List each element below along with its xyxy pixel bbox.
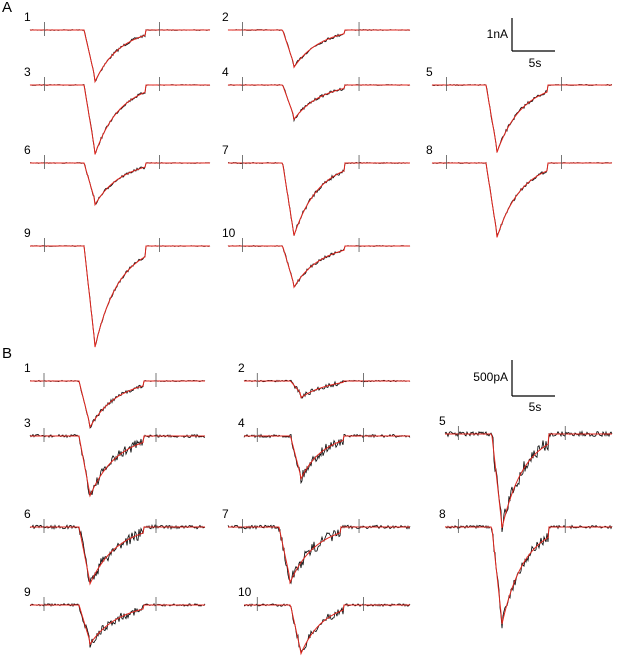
trace-number: 10	[238, 585, 252, 599]
scale-bar	[511, 18, 555, 397]
trace	[29, 379, 206, 429]
trace	[29, 84, 211, 154]
panel-label: B	[2, 345, 12, 362]
fit	[228, 526, 410, 585]
trace	[243, 379, 411, 399]
trace	[444, 430, 613, 533]
trace	[29, 162, 211, 205]
trace	[431, 161, 613, 237]
trace-number: 7	[222, 507, 229, 521]
trace-number: 4	[222, 65, 229, 79]
scale-amplitude: 1nA	[487, 27, 508, 41]
trace	[227, 84, 411, 123]
trace-number: 9	[24, 585, 31, 599]
fit	[30, 435, 205, 498]
trace	[29, 29, 211, 83]
trace	[227, 161, 410, 236]
fit	[228, 29, 410, 69]
fit	[30, 526, 205, 586]
fit	[244, 435, 410, 481]
trace-number: 5	[426, 65, 433, 79]
trace	[227, 29, 411, 67]
trace-number: 2	[238, 361, 245, 375]
fit	[30, 29, 210, 84]
fit	[244, 380, 410, 399]
fit	[432, 84, 612, 153]
trace-number: 1	[24, 361, 31, 375]
fit	[432, 162, 612, 238]
trace	[29, 602, 206, 648]
scale-time: 5s	[529, 56, 542, 70]
fit	[228, 84, 410, 121]
trace	[29, 433, 206, 497]
fit	[445, 433, 612, 529]
panel-label: A	[2, 0, 12, 16]
trace-number: 1	[24, 10, 31, 24]
trace-number: 6	[24, 143, 31, 157]
trace	[227, 245, 411, 287]
trace	[29, 523, 206, 583]
trace-number: 8	[439, 507, 446, 521]
trace	[29, 245, 211, 348]
trace-number: 8	[426, 143, 433, 157]
fit	[30, 245, 210, 348]
scale-time: 5s	[529, 400, 542, 414]
trace-number: 3	[24, 65, 31, 79]
trace-number: 3	[24, 416, 31, 430]
fit	[30, 162, 210, 207]
trace-number: 6	[24, 507, 31, 521]
trace	[444, 524, 613, 629]
fit	[228, 245, 410, 289]
trace	[243, 603, 411, 653]
trace	[243, 433, 411, 485]
fit	[244, 604, 410, 656]
scale-amplitude: 500pA	[473, 370, 508, 384]
trace-number: 5	[439, 414, 446, 428]
fit	[445, 526, 612, 625]
fit	[228, 162, 410, 236]
fit	[30, 604, 205, 646]
fit	[30, 380, 205, 429]
trace	[227, 524, 411, 585]
trace	[431, 83, 613, 154]
trace-number: 7	[222, 143, 229, 157]
trace-number: 2	[222, 10, 229, 24]
trace-number: 10	[222, 226, 236, 240]
trace-number: 9	[24, 226, 31, 240]
fit	[30, 84, 210, 155]
trace-number: 4	[238, 416, 245, 430]
